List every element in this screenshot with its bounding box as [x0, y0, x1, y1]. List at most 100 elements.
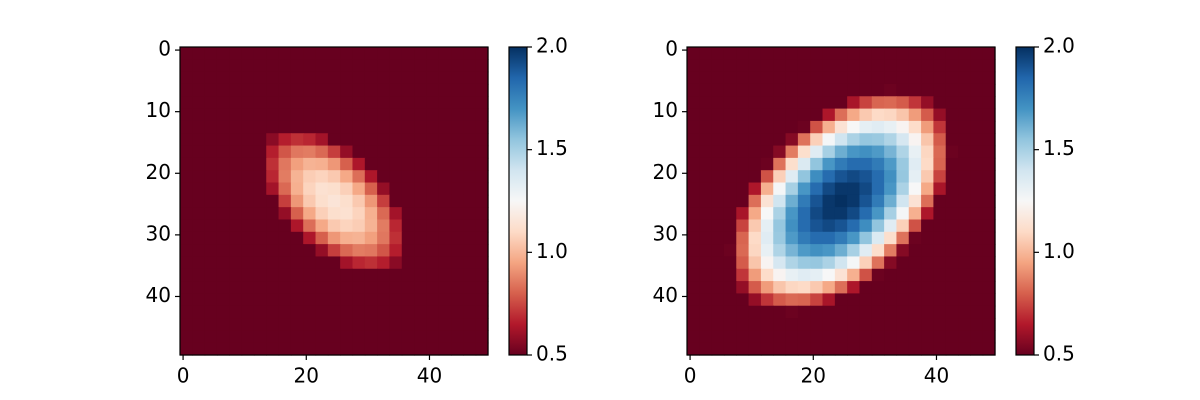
heatmap-cell: [711, 47, 725, 60]
heatmap-cell: [438, 281, 452, 294]
heatmap-cell: [463, 170, 477, 184]
heatmap-cell: [327, 170, 341, 184]
heatmap-cell: [908, 293, 922, 307]
heatmap-cell: [192, 194, 206, 208]
heatmap-cell: [760, 145, 774, 159]
heatmap-cell: [970, 145, 984, 159]
heatmap-cell: [303, 256, 317, 270]
heatmap-cell: [687, 59, 700, 73]
heatmap-cell: [475, 47, 489, 60]
heatmap-cell: [847, 59, 861, 73]
heatmap-cell: [414, 342, 427, 356]
heatmap-cell: [266, 231, 280, 245]
heatmap-cell: [970, 293, 984, 307]
heatmap-cell: [266, 96, 280, 110]
heatmap-cell: [958, 133, 971, 147]
heatmap-cell: [921, 83, 934, 97]
heatmap-cell: [315, 305, 329, 319]
heatmap-cell: [711, 59, 725, 73]
heatmap-cell: [253, 219, 267, 233]
heatmap-cell: [810, 256, 824, 270]
heatmap-cell: [859, 330, 873, 344]
heatmap-cell: [834, 293, 848, 307]
heatmap-cell: [463, 207, 477, 221]
heatmap-cell: [748, 182, 762, 196]
heatmap-cell: [475, 157, 489, 171]
heatmap-cell: [822, 83, 836, 97]
heatmap-cell: [822, 342, 836, 356]
heatmap-cell: [933, 83, 947, 97]
heatmap-cell: [773, 256, 787, 270]
heatmap-cell: [687, 47, 700, 60]
heatmap-cell: [451, 157, 464, 171]
heatmap-cell: [810, 305, 824, 319]
heatmap-cell: [797, 219, 811, 233]
heatmap-cell: [982, 71, 996, 85]
heatmap-cell: [797, 182, 811, 196]
heatmap-cell: [290, 293, 304, 307]
heatmap-cell: [958, 330, 971, 344]
heatmap-cell: [327, 157, 341, 171]
heatmap-cell: [204, 281, 218, 294]
heatmap-cell: [229, 219, 243, 233]
heatmap-cell: [451, 207, 464, 221]
heatmap-cell: [970, 305, 984, 319]
heatmap-cell: [736, 71, 750, 85]
heatmap-cell: [377, 157, 391, 171]
heatmap-cell: [229, 268, 243, 282]
heatmap-cell: [253, 120, 267, 134]
heatmap-cell: [414, 133, 427, 147]
heatmap-cell: [773, 83, 787, 97]
heatmap-cell: [340, 83, 354, 97]
heatmap-cell: [216, 96, 230, 110]
heatmap-cell: [699, 71, 713, 85]
heatmap-cell: [475, 231, 489, 245]
heatmap-cell: [266, 244, 280, 258]
heatmap-cell: [241, 133, 255, 147]
heatmap-cell: [414, 108, 427, 122]
heatmap-cell: [241, 157, 255, 171]
heatmap-cell: [475, 120, 489, 134]
heatmap-cell: [884, 108, 898, 122]
heatmap-cell: [340, 47, 354, 60]
heatmap-cell: [859, 256, 873, 270]
heatmap-cell: [834, 244, 848, 258]
heatmap-cell: [451, 256, 464, 270]
y-tick-label: 10: [653, 98, 678, 122]
heatmap-cell: [834, 194, 848, 208]
heatmap-cell: [760, 231, 774, 245]
heatmap-cell: [426, 231, 440, 245]
heatmap-cell: [933, 342, 947, 356]
heatmap-cell: [389, 47, 403, 60]
heatmap-cell: [699, 330, 713, 344]
heatmap-cell: [414, 330, 427, 344]
heatmap-cell: [859, 71, 873, 85]
heatmap-cell: [340, 305, 354, 319]
heatmap-cell: [475, 71, 489, 85]
heatmap-cell: [463, 318, 477, 331]
heatmap-cell: [438, 268, 452, 282]
heatmap-cell: [327, 256, 341, 270]
heatmap-cell: [204, 157, 218, 171]
heatmap-cell: [451, 120, 464, 134]
heatmap-cell: [933, 47, 947, 60]
heatmap-cell: [859, 194, 873, 208]
heatmap-cell: [748, 96, 762, 110]
heatmap-cell: [859, 281, 873, 294]
heatmap-cell: [463, 330, 477, 344]
heatmap-panel: 0 20 40 0 10 20 30 40 0.5 1.0 1.5 2.0: [146, 34, 568, 388]
heatmap-cell: [451, 219, 464, 233]
heatmap-cell: [192, 268, 206, 282]
heatmap-cell: [290, 108, 304, 122]
heatmap-cell: [401, 133, 415, 147]
heatmap-cell: [748, 293, 762, 307]
heatmap-cell: [736, 342, 750, 356]
heatmap-cell: [352, 342, 366, 356]
heatmap-cell: [822, 219, 836, 233]
heatmap-cell: [451, 244, 464, 258]
heatmap-cell: [859, 170, 873, 184]
heatmap-cell: [266, 59, 280, 73]
heatmap-cell: [921, 256, 934, 270]
heatmap-cell: [315, 268, 329, 282]
heatmap-cell: [278, 268, 292, 282]
